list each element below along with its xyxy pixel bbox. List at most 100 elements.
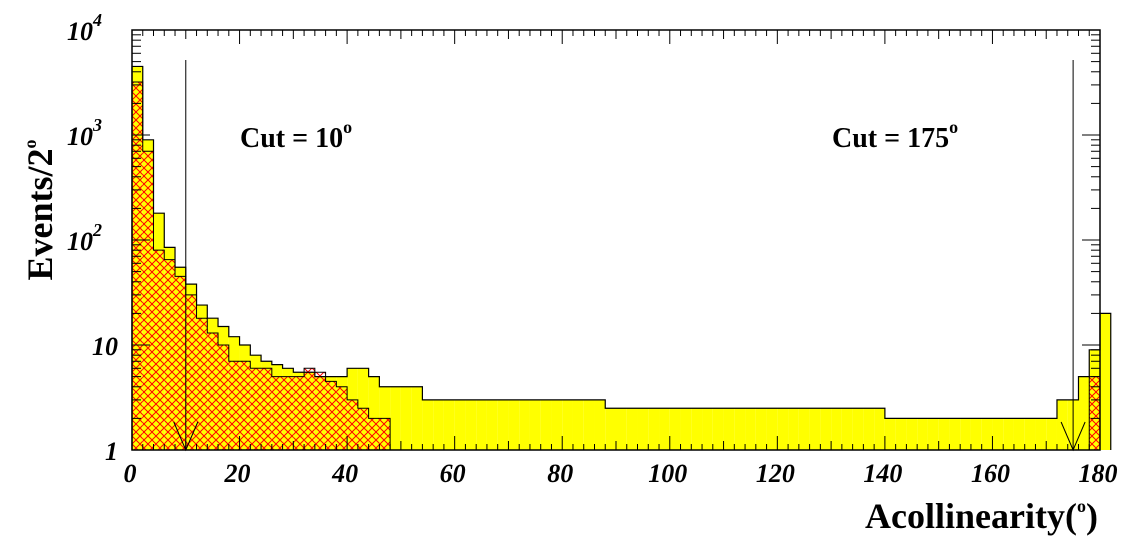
histogram-bar [734, 408, 746, 450]
y-tick-label: 10 [92, 332, 118, 361]
histogram-bar [820, 408, 832, 450]
histogram-bar [809, 408, 821, 450]
histogram-bar [175, 276, 186, 450]
histogram-bar [669, 408, 681, 450]
histogram-bar [132, 81, 143, 450]
y-tick-labels: 1 10 102 103 104 [67, 10, 118, 466]
cut-annotation: Cut = 175o [832, 117, 958, 154]
histogram-bar [153, 250, 165, 450]
histogram-bar [777, 408, 789, 450]
histogram-bar [390, 386, 401, 450]
histogram-bar [938, 418, 950, 450]
histogram-bar [766, 408, 778, 450]
histogram-bar [927, 418, 939, 450]
histogram-bar [1078, 376, 1090, 450]
histogram-bar [637, 408, 649, 450]
histogram-bar [723, 408, 735, 450]
histogram-bar [1013, 418, 1025, 450]
x-tick-labels: 0 20 40 60 80 100 120 140 160 180 [124, 459, 1118, 488]
histogram-bar [476, 399, 487, 450]
histogram-bar [336, 386, 348, 450]
x-axis-title: Acollinearity(o) [865, 496, 1098, 536]
x-tick-label: 0 [124, 459, 137, 488]
histogram-bar [648, 408, 660, 450]
histogram-bar [917, 418, 928, 450]
histogram-bar [949, 418, 961, 450]
histogram-bar [379, 418, 391, 450]
histogram-bar [863, 408, 875, 450]
histogram-bar [659, 408, 670, 450]
y-axis-title: Events/2o [20, 139, 60, 280]
histogram-bar [529, 399, 541, 450]
x-tick-label: 100 [648, 459, 687, 488]
histogram-bar [519, 399, 530, 450]
histogram-bar [1003, 418, 1014, 450]
histogram-bar [906, 418, 918, 450]
cut-annotation: Cut = 10o [240, 117, 352, 154]
x-tick-label: 140 [863, 459, 902, 488]
histogram-bar [1035, 418, 1047, 450]
histogram-bar [454, 399, 466, 450]
histogram-bar [228, 361, 240, 450]
x-tick-label: 160 [971, 459, 1010, 488]
histogram-bar [261, 368, 272, 450]
histogram-bar [196, 318, 208, 450]
histogram-bar [551, 399, 563, 450]
histogram-bar [874, 408, 885, 450]
x-tick-label: 60 [440, 459, 466, 488]
histogram-bar [852, 408, 864, 450]
histogram-bar [368, 418, 380, 450]
histogram-bar [508, 399, 520, 450]
x-tick-label: 20 [224, 459, 251, 488]
histogram-bar [981, 418, 993, 450]
axis-ticks [131, 30, 1101, 451]
histogram-bar [486, 399, 498, 450]
histogram-bar [841, 408, 853, 450]
histogram-bar [357, 408, 369, 450]
histogram-bar [831, 408, 842, 450]
histogram-bar [443, 399, 455, 450]
histogram-bar [702, 408, 713, 450]
hatched-series [132, 81, 1100, 450]
histogram-bar [282, 376, 294, 450]
histogram-bar [616, 408, 627, 450]
histogram-bar [347, 399, 358, 450]
histogram-bar [465, 399, 477, 450]
x-tick-label: 180 [1079, 459, 1118, 488]
histogram-bar [142, 151, 154, 450]
x-tick-label: 80 [547, 459, 573, 488]
histogram-bar [788, 408, 799, 450]
y-tick-label: 103 [67, 115, 102, 151]
histogram-bar [164, 259, 176, 450]
histogram-bar [368, 376, 380, 450]
y-tick-label: 1 [105, 437, 118, 466]
histogram-bar [185, 294, 197, 450]
histogram-bar [755, 408, 767, 450]
histogram-bar [207, 333, 219, 450]
y-tick-label: 102 [67, 220, 102, 256]
histogram-bar [594, 399, 606, 450]
y-tick-label: 104 [67, 10, 102, 46]
histogram-bar [1100, 313, 1111, 450]
histogram-bar [691, 408, 703, 450]
histogram-bar [540, 399, 552, 450]
histogram-bar [583, 399, 595, 450]
x-tick-label: 120 [756, 459, 795, 488]
histogram-bar [884, 418, 896, 450]
histogram-bar [745, 408, 756, 450]
histogram-bar [1089, 376, 1100, 450]
histogram-bar [304, 368, 315, 450]
histogram-bar [400, 386, 412, 450]
x-tick-label: 40 [331, 459, 358, 488]
histogram-bar [422, 399, 434, 450]
histogram-bar [433, 399, 444, 450]
histogram-bar [1024, 418, 1036, 450]
histogram-bar [970, 418, 982, 450]
histogram-bar [239, 361, 251, 450]
histogram-bar [271, 376, 283, 450]
histogram-bar [798, 408, 810, 450]
histogram-bar [218, 345, 229, 450]
histogram-bar [572, 399, 584, 450]
filled-series-outline [131, 65, 1112, 450]
